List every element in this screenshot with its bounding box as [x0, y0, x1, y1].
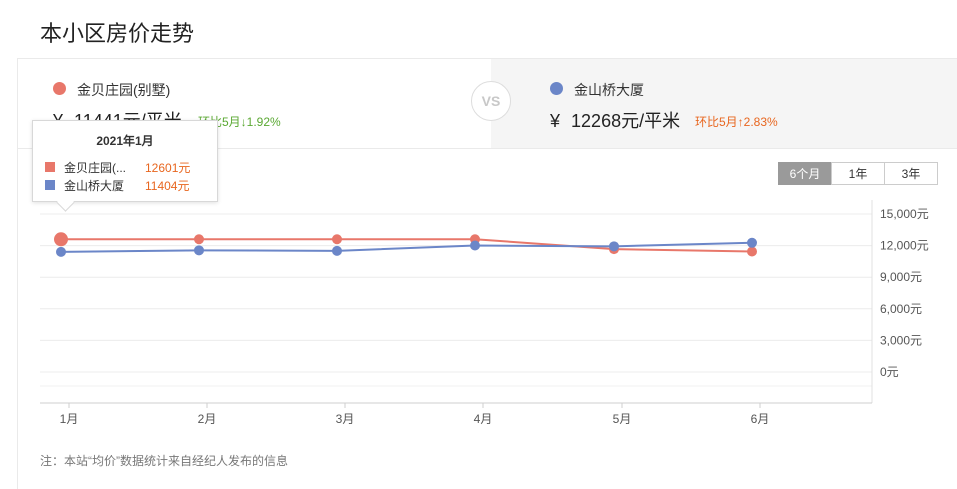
y-tick-label: 15,000元 — [880, 207, 929, 221]
comparison-panel: 金贝庄园(别墅) ¥ 11441元/平米 环比5月↓1.92% 金山桥大厦 ¥ … — [17, 58, 957, 149]
tooltip-row-left: 金贝庄园(... 12601元 — [45, 159, 215, 175]
series-line-0 — [61, 238, 753, 253]
y-tick-label: 12,000元 — [880, 239, 929, 253]
data-point — [194, 245, 204, 256]
series-line-1 — [60, 241, 753, 253]
right-property-price: ¥ 12268元/平米 — [550, 107, 680, 133]
tooltip-right-color-square — [45, 180, 55, 190]
tooltip-left-name: 金贝庄园(... — [64, 161, 126, 175]
right-property-name: 金山桥大厦 — [574, 82, 644, 98]
tooltip-right-name: 金山桥大厦 — [64, 179, 125, 193]
x-tick-label: 6月 — [751, 412, 770, 426]
right-property-color-dot — [550, 82, 563, 95]
x-tick-label: 4月 — [474, 412, 493, 426]
left-property-change: 环比5月↓1.92% — [198, 115, 281, 129]
data-point — [609, 241, 619, 252]
right-price-currency: ¥ — [550, 111, 561, 131]
data-point — [332, 245, 342, 256]
y-tick-label: 3,000元 — [880, 333, 922, 347]
tab-1-year[interactable]: 1年 — [831, 162, 885, 185]
tab-3-years[interactable]: 3年 — [884, 162, 938, 185]
data-point — [747, 237, 757, 248]
vs-badge: VS — [471, 81, 511, 121]
data-point — [194, 234, 204, 245]
data-point — [54, 232, 68, 247]
tooltip-row-right: 金山桥大厦 11404元 — [45, 177, 215, 193]
tooltip-title: 2021年1月 — [96, 134, 154, 148]
tooltip-left-color-square — [45, 162, 55, 172]
data-point — [56, 246, 66, 257]
time-range-tabs: 6个月 1年 3年 — [778, 162, 938, 185]
right-price-value: 12268元/平米 — [571, 111, 681, 131]
tooltip-right-value: 11404元 — [145, 179, 190, 193]
right-property-block: 金山桥大厦 ¥ 12268元/平米 环比5月↑2.83% — [491, 59, 957, 148]
page-title: 本小区房价走势 — [40, 21, 195, 46]
data-point — [747, 246, 757, 257]
right-property-change: 环比5月↑2.83% — [695, 115, 778, 129]
footnote: 注：本站“均价”数据统计来自经纪人发布的信息 — [40, 454, 288, 468]
y-tick-label: 6,000元 — [880, 302, 922, 316]
tab-6-months[interactable]: 6个月 — [778, 162, 832, 185]
y-tick-label: 0元 — [880, 365, 899, 379]
chart-tooltip: 2021年1月 金贝庄园(... 12601元 金山桥大厦 11404元 — [32, 120, 218, 202]
y-tick-label: 9,000元 — [880, 270, 922, 284]
left-property-color-dot — [53, 82, 66, 95]
data-point — [470, 240, 480, 251]
x-tick-label: 1月 — [60, 412, 79, 426]
data-point — [332, 234, 342, 245]
x-tick-label: 2月 — [198, 412, 217, 426]
left-property-name: 金贝庄园(别墅) — [77, 82, 171, 98]
chart-frame — [17, 148, 957, 489]
x-tick-label: 5月 — [613, 412, 632, 426]
x-tick-label: 3月 — [336, 412, 355, 426]
tooltip-left-value: 12601元 — [145, 161, 191, 175]
